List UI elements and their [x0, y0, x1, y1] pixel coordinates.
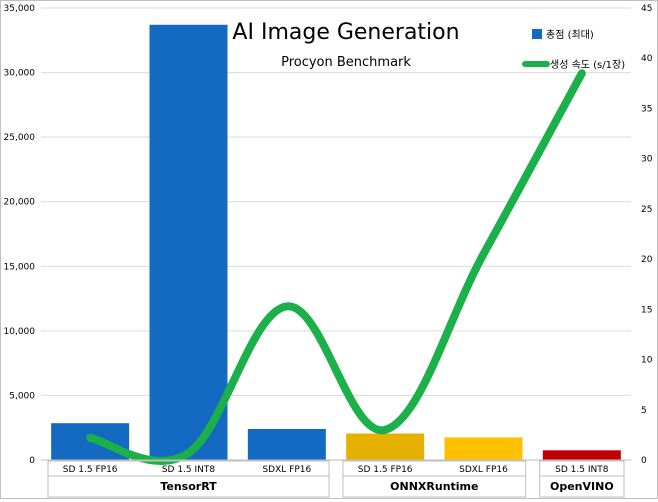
- legend-label-line: 생성 속도 (s/1장): [550, 59, 625, 71]
- category-label: SD 1.5 INT8: [555, 465, 609, 475]
- category-label: SDXL FP16: [459, 465, 508, 475]
- chart-subtitle: Procyon Benchmark: [281, 55, 411, 70]
- chart-title: AI Image Generation: [232, 20, 459, 45]
- y-left-tick-label: 5,000: [9, 391, 35, 401]
- y-right-tick-label: 40: [641, 54, 653, 64]
- legend-swatch-bar: [532, 29, 542, 39]
- y-right-tick-label: 0: [641, 456, 647, 466]
- category-label: SDXL FP16: [262, 465, 311, 475]
- axes: 0 5,000 10,000 15,000 20,000 25,000 30,000 35,0…: [4, 4, 653, 466]
- group-label: OpenVINO: [550, 480, 614, 493]
- bar: [346, 434, 424, 460]
- y-left-tick-label: 35,000: [4, 4, 36, 14]
- y-right-tick-label: 45: [641, 4, 652, 14]
- y-right-tick-label: 30: [641, 155, 653, 165]
- bar: [543, 450, 621, 460]
- category-label: SD 1.5 FP16: [358, 465, 413, 475]
- y-right-tick-label: 25: [641, 205, 652, 215]
- group-label: TensorRT: [160, 480, 217, 493]
- y-left-tick-label: 20,000: [4, 198, 36, 208]
- bar: [445, 437, 523, 460]
- category-label: SD 1.5 INT8: [162, 465, 216, 475]
- y-left-tick-label: 10,000: [4, 327, 36, 337]
- legend: 총점 (최대) 생성 속도 (s/1장): [525, 29, 625, 71]
- gridlines: [41, 8, 631, 460]
- bars: [51, 25, 621, 460]
- y-right-tick-label: 15: [641, 305, 652, 315]
- group-label: ONNXRuntime: [390, 480, 478, 493]
- category-labels: SD 1.5 FP16 SD 1.5 INT8 SDXL FP16 SD 1.5 FP…: [41, 460, 631, 497]
- legend-label-bar: 총점 (최대): [546, 29, 594, 41]
- y-right-tick-label: 5: [641, 406, 647, 416]
- y-left-tick-label: 25,000: [4, 133, 36, 143]
- category-label: SD 1.5 FP16: [63, 465, 118, 475]
- bar: [150, 25, 228, 460]
- y-right-tick-label: 35: [641, 104, 652, 114]
- y-left-tick-label: 0: [29, 456, 35, 466]
- y-left-tick-label: 15,000: [4, 262, 36, 272]
- bar: [248, 429, 326, 460]
- y-left-tick-label: 30,000: [4, 69, 36, 79]
- y-right-tick-label: 20: [641, 255, 653, 265]
- y-right-tick-label: 10: [641, 356, 653, 366]
